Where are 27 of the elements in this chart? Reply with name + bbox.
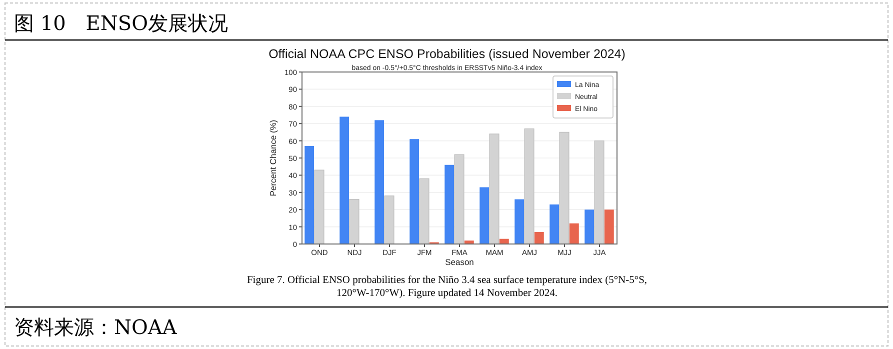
bar [489, 134, 500, 244]
text: 图 10 ENSO发展状况 [14, 11, 228, 35]
bar [314, 170, 324, 244]
chart-subtitle: Official NOAA CPC ENSO Probabilities (issued November 2024) [268, 47, 626, 61]
bar [410, 139, 420, 244]
bar [374, 120, 384, 244]
bar [569, 223, 579, 244]
bar [480, 187, 490, 244]
bar [559, 132, 570, 244]
bar [524, 128, 534, 244]
bar [384, 196, 394, 244]
bar [444, 164, 454, 244]
y-axis-title: Percent Chance (%) [268, 120, 278, 196]
bar [594, 140, 604, 244]
caption: Figure 7. Official ENSO probabilities for the Niño 3.4 sea surface temperature index (5°N-5°S, 120°W-170°W). Figure updated 14 November 2024. [246, 275, 648, 299]
bar [604, 210, 614, 244]
bar [340, 116, 350, 244]
bar [349, 198, 360, 244]
bar [584, 210, 594, 244]
bar [454, 154, 464, 244]
bar [534, 232, 544, 244]
bar [419, 178, 430, 244]
text: 资料来源：NOAA [14, 315, 178, 339]
x-axis-title: Season [445, 257, 474, 267]
bar [304, 146, 314, 244]
bar [550, 204, 560, 244]
bar [514, 199, 524, 244]
